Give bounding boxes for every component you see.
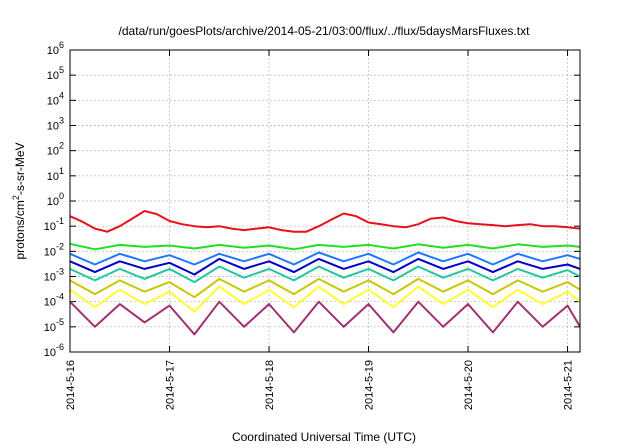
series-layer	[69, 210, 581, 336]
y-tick-label: 10-3	[44, 267, 64, 284]
x-axis-title: Coordinated Universal Time (UTC)	[232, 430, 416, 444]
y-axis-title: protons/cm2-s-sr-MeV	[11, 142, 27, 259]
x-tick-label: 2014-5-19	[364, 360, 376, 410]
y-tick-label: 10-6	[44, 342, 64, 359]
x-tick-label: 2014-5-16	[65, 360, 77, 410]
y-tick-label: 102	[47, 141, 64, 158]
y-tick-label: 100	[47, 191, 64, 208]
series-line-7	[69, 285, 581, 313]
y-tick-label: 104	[47, 90, 64, 107]
x-tick-label: 2014-5-18	[264, 360, 276, 410]
y-tick-label: 106	[47, 40, 64, 57]
y-tick-label: 10-2	[44, 241, 64, 258]
series-line-4	[69, 257, 581, 276]
plot-frame	[69, 49, 581, 353]
y-tick-label: 10-5	[44, 317, 64, 334]
x-tick-label: 2014-5-20	[463, 360, 475, 410]
y-tick-label: 10-1	[44, 216, 64, 233]
series-line-8	[69, 300, 581, 336]
x-tick-label: 2014-5-17	[165, 360, 177, 410]
series-line-3	[69, 251, 581, 266]
x-tick-labels: 2014-5-16 2014-5-17 2014-5-18 2014-5-19 2014…	[65, 360, 575, 410]
y-tick-label: 101	[47, 166, 64, 183]
y-tick-label: 103	[47, 116, 64, 133]
chart-title: /data/run/goesPlots/archive/2014-05-21/0…	[119, 24, 531, 38]
series-line-6	[69, 277, 581, 299]
x-tick-label: 2014-5-21	[563, 360, 575, 410]
y-tick-labels: 10-6 10-5 10-4 10-3 10-2 10-1 100 101 102 103 104 1…	[44, 40, 64, 359]
grid-layer	[69, 49, 580, 353]
series-line-1	[69, 210, 581, 233]
y-tick-label: 105	[47, 65, 64, 82]
series-line-2	[69, 242, 581, 251]
series-line-5	[69, 265, 581, 284]
y-tick-label: 10-4	[44, 292, 64, 309]
